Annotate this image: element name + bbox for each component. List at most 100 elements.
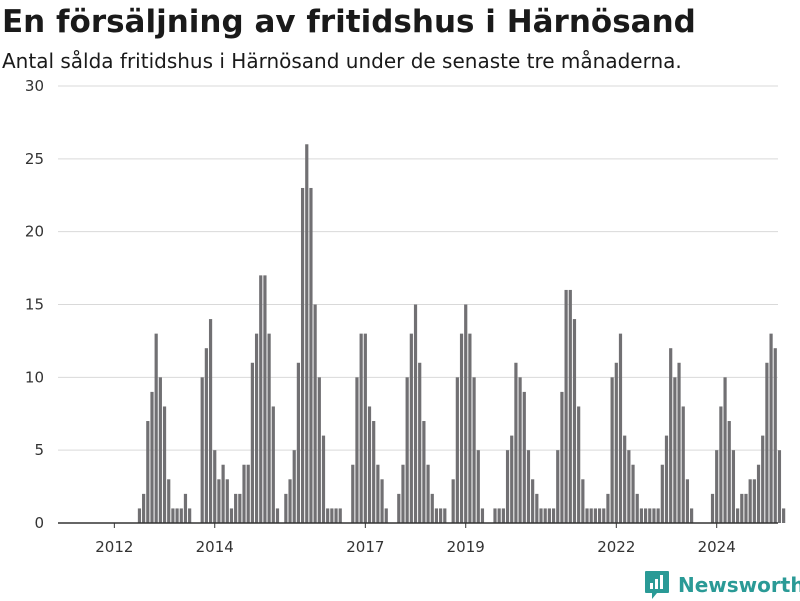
bar (690, 508, 694, 523)
bar (296, 362, 300, 523)
bar (401, 464, 405, 523)
bar (606, 493, 610, 523)
bar (631, 464, 635, 523)
bar (418, 362, 422, 523)
bar (439, 508, 443, 523)
bar (656, 508, 660, 523)
bar (242, 464, 246, 523)
bar (234, 493, 238, 523)
bar (761, 435, 765, 523)
bar (614, 362, 618, 523)
bar (497, 508, 501, 523)
y-tick-label: 0 (34, 514, 44, 532)
bar (188, 508, 192, 523)
x-axis: 2012 2014 2017 2019 2022 2024 (58, 522, 778, 556)
bar (175, 508, 179, 523)
bar (577, 406, 581, 523)
bar (246, 464, 250, 523)
bar (158, 377, 162, 523)
bar (355, 377, 359, 523)
bar (455, 377, 459, 523)
bar (719, 406, 723, 523)
page-title: En försäljning av fritidshus i Härnösand (2, 4, 696, 40)
bar (752, 479, 756, 523)
bar (710, 493, 715, 523)
y-tick-label: 25 (25, 150, 44, 168)
bar (572, 319, 577, 523)
bar (363, 333, 367, 523)
bar (551, 508, 556, 523)
bar (154, 333, 158, 523)
bar (179, 508, 183, 523)
bar (769, 333, 773, 523)
bar (740, 493, 744, 523)
bar (585, 508, 589, 523)
bar (384, 508, 388, 523)
bar (300, 187, 305, 523)
bar (777, 450, 782, 523)
bar (669, 348, 673, 523)
bar (639, 508, 644, 523)
bar (773, 348, 777, 523)
bar (648, 508, 652, 523)
bar (472, 377, 476, 523)
bar (744, 493, 748, 523)
bar (685, 479, 690, 523)
bar (413, 304, 418, 523)
bar (618, 333, 623, 523)
bar (451, 479, 455, 523)
bar (673, 377, 677, 523)
page-subtitle: Antal sålda fritidshus i Härnösand under… (2, 49, 682, 73)
bar (397, 493, 401, 523)
bar (338, 508, 342, 523)
bar (137, 508, 142, 523)
bar (208, 319, 213, 523)
bar (660, 464, 664, 523)
bar (213, 450, 217, 523)
bar (593, 508, 597, 523)
bar (493, 508, 497, 523)
bar (510, 435, 514, 523)
y-tick-label: 30 (25, 77, 44, 95)
bar (162, 406, 167, 523)
y-tick-label: 20 (25, 223, 44, 241)
bar (610, 377, 614, 523)
bar (635, 493, 639, 523)
bar (288, 479, 292, 523)
bar (367, 406, 372, 523)
bar (623, 435, 627, 523)
bar (167, 479, 171, 523)
data-label: 1 (783, 0, 793, 4)
bar (267, 333, 271, 523)
x-tick-label: 2012 (95, 538, 133, 556)
bar (715, 450, 719, 523)
bar (313, 304, 317, 523)
bar (643, 508, 648, 523)
bar (372, 421, 376, 523)
bar (263, 275, 267, 523)
bar (543, 508, 547, 523)
bar (200, 377, 204, 523)
bar (602, 508, 606, 523)
y-tick-label: 10 (25, 368, 44, 386)
bar (305, 144, 309, 523)
bar (221, 464, 225, 523)
bar (501, 508, 505, 523)
bar (627, 450, 631, 523)
bar (723, 377, 727, 523)
bar (464, 304, 468, 523)
bar (422, 421, 426, 523)
bar (434, 508, 439, 523)
newsworthy-logo-icon (645, 571, 669, 599)
brand-name: Newsworthy (678, 573, 800, 597)
bar (146, 421, 150, 523)
annotations: 1 (782, 0, 795, 6)
bar (430, 493, 434, 523)
bar (664, 435, 669, 523)
bar (275, 508, 280, 523)
bar (459, 333, 464, 523)
bar (556, 450, 560, 523)
bar (292, 450, 296, 523)
bar (597, 508, 602, 523)
bar (514, 362, 518, 523)
